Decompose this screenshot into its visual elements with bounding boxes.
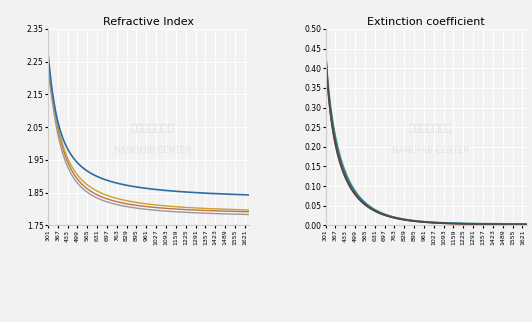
n, #3 bbox=[179, 205, 186, 209]
n, #1 bbox=[246, 210, 252, 214]
Line: k, TiO2-1184: k, TiO2-1184 bbox=[326, 41, 527, 224]
n, #2 bbox=[246, 213, 252, 216]
n, #2 bbox=[179, 210, 186, 214]
k, TiO2-1184 bbox=[413, 219, 420, 223]
k, TiO2-1184 bbox=[456, 222, 463, 226]
n, #1 bbox=[80, 184, 87, 188]
n, #1 bbox=[196, 208, 203, 212]
Line: n, #1: n, #1 bbox=[48, 71, 249, 212]
Title: Refractive Index: Refractive Index bbox=[103, 17, 194, 27]
k, #3 bbox=[374, 210, 380, 214]
k, #2 bbox=[358, 197, 364, 201]
Text: NANOFAB CENTER: NANOFAB CENTER bbox=[392, 146, 469, 155]
k, #1 bbox=[456, 221, 463, 225]
n, TiO2-1184 bbox=[246, 193, 252, 197]
Text: NANOFAB CENTER: NANOFAB CENTER bbox=[114, 146, 191, 155]
n, #1 bbox=[163, 206, 170, 210]
n, #2 bbox=[80, 187, 87, 191]
k, #2 bbox=[523, 222, 530, 226]
n, TiO2-1184 bbox=[196, 191, 203, 195]
k, #2 bbox=[413, 219, 420, 223]
Text: 나노종합기술원: 나노종합기술원 bbox=[131, 122, 174, 132]
n, #1 bbox=[96, 194, 103, 198]
Line: n, TiO2-1184: n, TiO2-1184 bbox=[48, 52, 249, 195]
Line: n, #3: n, #3 bbox=[48, 65, 249, 210]
n, #2 bbox=[136, 206, 142, 210]
k, #1 bbox=[441, 221, 447, 224]
n, #3 bbox=[196, 206, 203, 210]
n, TiO2-1184 bbox=[179, 190, 186, 194]
n, #1 bbox=[136, 204, 142, 208]
n, #3 bbox=[45, 63, 51, 67]
n, #3 bbox=[136, 201, 142, 205]
n, TiO2-1184 bbox=[80, 166, 87, 170]
k, #1 bbox=[374, 209, 380, 213]
n, TiO2-1184 bbox=[45, 50, 51, 54]
k, TiO2-1184 bbox=[523, 223, 530, 226]
k, #2 bbox=[322, 39, 329, 43]
n, TiO2-1184 bbox=[136, 185, 142, 189]
k, #2 bbox=[374, 209, 380, 213]
n, #1 bbox=[179, 207, 186, 211]
n, #3 bbox=[80, 180, 87, 184]
n, TiO2-1184 bbox=[96, 175, 103, 179]
k, #3 bbox=[413, 220, 420, 223]
n, #2 bbox=[163, 209, 170, 213]
k, TiO2-1184 bbox=[322, 39, 329, 43]
n, #3 bbox=[96, 190, 103, 194]
n, #3 bbox=[246, 208, 252, 212]
Title: Extinction coefficient: Extinction coefficient bbox=[367, 17, 485, 27]
k, TiO2-1184 bbox=[474, 222, 480, 226]
Line: k, #2: k, #2 bbox=[326, 41, 527, 224]
k, TiO2-1184 bbox=[441, 221, 447, 225]
k, #3 bbox=[456, 222, 463, 226]
k, #2 bbox=[441, 221, 447, 225]
n, #2 bbox=[45, 72, 51, 76]
n, #2 bbox=[196, 211, 203, 215]
k, #2 bbox=[474, 222, 480, 226]
k, #3 bbox=[441, 222, 447, 225]
k, TiO2-1184 bbox=[374, 210, 380, 214]
Text: 나노종합기술원: 나노종합기술원 bbox=[408, 122, 452, 132]
k, #1 bbox=[523, 222, 530, 226]
k, #3 bbox=[523, 223, 530, 227]
n, #1 bbox=[45, 69, 51, 73]
k, #1 bbox=[474, 222, 480, 225]
k, #3 bbox=[358, 200, 364, 204]
Line: k, #3: k, #3 bbox=[326, 40, 527, 225]
k, #1 bbox=[322, 39, 329, 43]
k, #1 bbox=[358, 196, 364, 200]
k, TiO2-1184 bbox=[358, 199, 364, 203]
Line: k, #1: k, #1 bbox=[326, 41, 527, 224]
n, #3 bbox=[163, 204, 170, 208]
k, #1 bbox=[413, 219, 420, 223]
k, #3 bbox=[322, 38, 329, 42]
Line: n, #2: n, #2 bbox=[48, 74, 249, 214]
k, #3 bbox=[474, 223, 480, 226]
n, TiO2-1184 bbox=[163, 189, 170, 193]
n, #2 bbox=[96, 197, 103, 201]
k, #2 bbox=[456, 222, 463, 225]
